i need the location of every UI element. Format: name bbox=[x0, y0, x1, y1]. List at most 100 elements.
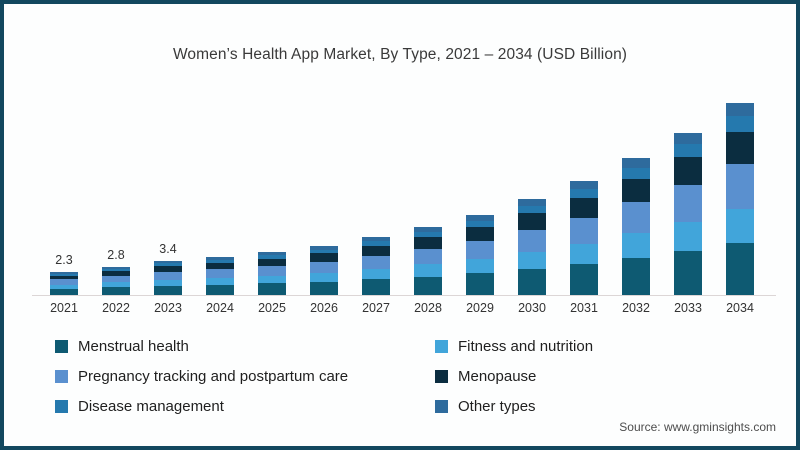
bar-segment bbox=[102, 276, 130, 283]
bar-segment bbox=[102, 287, 130, 295]
bar-slot-2029 bbox=[454, 4, 506, 295]
bar-segment bbox=[466, 220, 494, 228]
x-axis-label: 2034 bbox=[726, 301, 754, 315]
x-axis-label: 2026 bbox=[310, 301, 338, 315]
bar-segment bbox=[310, 261, 338, 274]
bar-segment bbox=[310, 281, 338, 295]
bar-segment bbox=[362, 279, 390, 295]
bar-value-label bbox=[426, 208, 429, 223]
bar-segment bbox=[50, 273, 78, 276]
bar-segment bbox=[674, 157, 702, 185]
bar-value-label bbox=[582, 162, 585, 177]
bar-segment bbox=[570, 217, 598, 244]
x-axis-label: 2025 bbox=[258, 301, 286, 315]
bar-segment bbox=[622, 258, 650, 295]
stacked-bar-2026 bbox=[310, 246, 338, 295]
stacked-bar-2029 bbox=[466, 215, 494, 295]
bar-segment bbox=[414, 264, 442, 277]
bar-segment bbox=[518, 199, 546, 206]
bar-segment bbox=[310, 253, 338, 262]
bar-segment bbox=[154, 271, 182, 280]
bar-value-label bbox=[530, 180, 533, 195]
legend-item: Menstrual health bbox=[55, 338, 435, 355]
x-axis-label: 2032 bbox=[622, 301, 650, 315]
bar-value-label bbox=[374, 218, 377, 233]
legend-swatch-icon bbox=[435, 400, 448, 413]
chart-title: Women’s Health App Market, By Type, 2021… bbox=[172, 46, 628, 63]
plot-area: 2.3 2.8 3.4 bbox=[38, 4, 766, 295]
stacked-bar-2032 bbox=[622, 157, 650, 295]
bar-segment bbox=[570, 181, 598, 190]
x-axis-labels: 2021 2022 2023 2024 2025 2026 2027 2028 2029 2030… bbox=[38, 301, 766, 315]
bar-segment bbox=[206, 269, 234, 278]
x-axis-label: 2021 bbox=[50, 301, 78, 315]
stacked-bar-2034 bbox=[726, 103, 754, 295]
bar-segment bbox=[102, 282, 130, 288]
x-axis-label: 2031 bbox=[570, 301, 598, 315]
bar-segment bbox=[258, 283, 286, 295]
bar-segment bbox=[310, 246, 338, 250]
bar-value-label: 2.8 bbox=[107, 248, 125, 263]
bar-segment bbox=[726, 243, 754, 295]
bar-segment bbox=[726, 208, 754, 244]
bar-segment bbox=[622, 167, 650, 179]
bar-value-label bbox=[270, 233, 273, 248]
legend-swatch-icon bbox=[55, 340, 68, 353]
bar-segment bbox=[414, 237, 442, 249]
bar-segment bbox=[518, 251, 546, 270]
legend-label: Disease management bbox=[78, 398, 224, 415]
bar-segment bbox=[570, 189, 598, 199]
stacked-bar-2023 bbox=[154, 261, 182, 295]
bar-segment bbox=[206, 277, 234, 285]
legend-label: Pregnancy tracking and postpartum care bbox=[78, 368, 349, 385]
bar-segment bbox=[570, 243, 598, 265]
bar-value-label bbox=[686, 114, 689, 129]
bar-segment bbox=[310, 273, 338, 282]
bar-segment bbox=[362, 237, 390, 242]
legend-label: Other types bbox=[458, 398, 536, 415]
bar-segment bbox=[50, 288, 78, 295]
bar-slot-2032 bbox=[610, 4, 662, 295]
bar-segment bbox=[206, 257, 234, 260]
bar-segment bbox=[414, 248, 442, 265]
bar-segment bbox=[466, 215, 494, 221]
bar-segment bbox=[258, 275, 286, 284]
x-axis-label: 2027 bbox=[362, 301, 390, 315]
source-note: Source: www.gminsights.com bbox=[619, 420, 776, 434]
bar-slot-2025 bbox=[246, 4, 298, 295]
bar-slot-2022: 2.8 bbox=[90, 4, 142, 295]
bar-segment bbox=[362, 241, 390, 246]
x-axis-label: 2022 bbox=[102, 301, 130, 315]
bar-slot-2033 bbox=[662, 4, 714, 295]
bar-segment bbox=[154, 285, 182, 295]
legend-item: Other types bbox=[435, 398, 735, 415]
bar-segment bbox=[310, 249, 338, 254]
bar-segment bbox=[674, 251, 702, 295]
bar-segment bbox=[414, 231, 442, 238]
bar-segment bbox=[466, 240, 494, 260]
x-axis-label: 2023 bbox=[154, 301, 182, 315]
bar-segment bbox=[726, 131, 754, 165]
bar-segment bbox=[50, 275, 78, 280]
bar-segment bbox=[206, 284, 234, 295]
stacked-bar-2028 bbox=[414, 227, 442, 295]
stacked-bar-2031 bbox=[570, 181, 598, 295]
bar-segment bbox=[518, 205, 546, 214]
x-axis-line bbox=[32, 295, 776, 296]
bar-segment bbox=[154, 279, 182, 286]
stacked-bar-2025 bbox=[258, 252, 286, 295]
bar-segment bbox=[258, 252, 286, 256]
legend-item: Menopause bbox=[435, 368, 735, 385]
stacked-bar-2022 bbox=[102, 267, 130, 295]
bar-segment bbox=[466, 227, 494, 241]
bar-slot-2023: 3.4 bbox=[142, 4, 194, 295]
bar-segment bbox=[362, 245, 390, 256]
x-axis-label: 2033 bbox=[674, 301, 702, 315]
bar-segment bbox=[518, 213, 546, 230]
bar-slot-2021: 2.3 bbox=[38, 4, 90, 295]
bar-segment bbox=[154, 263, 182, 267]
legend-item: Fitness and nutrition bbox=[435, 338, 735, 355]
legend: Menstrual health Fitness and nutrition Pre… bbox=[55, 338, 735, 415]
stacked-bar-2033 bbox=[674, 133, 702, 295]
bar-value-label bbox=[218, 238, 221, 253]
